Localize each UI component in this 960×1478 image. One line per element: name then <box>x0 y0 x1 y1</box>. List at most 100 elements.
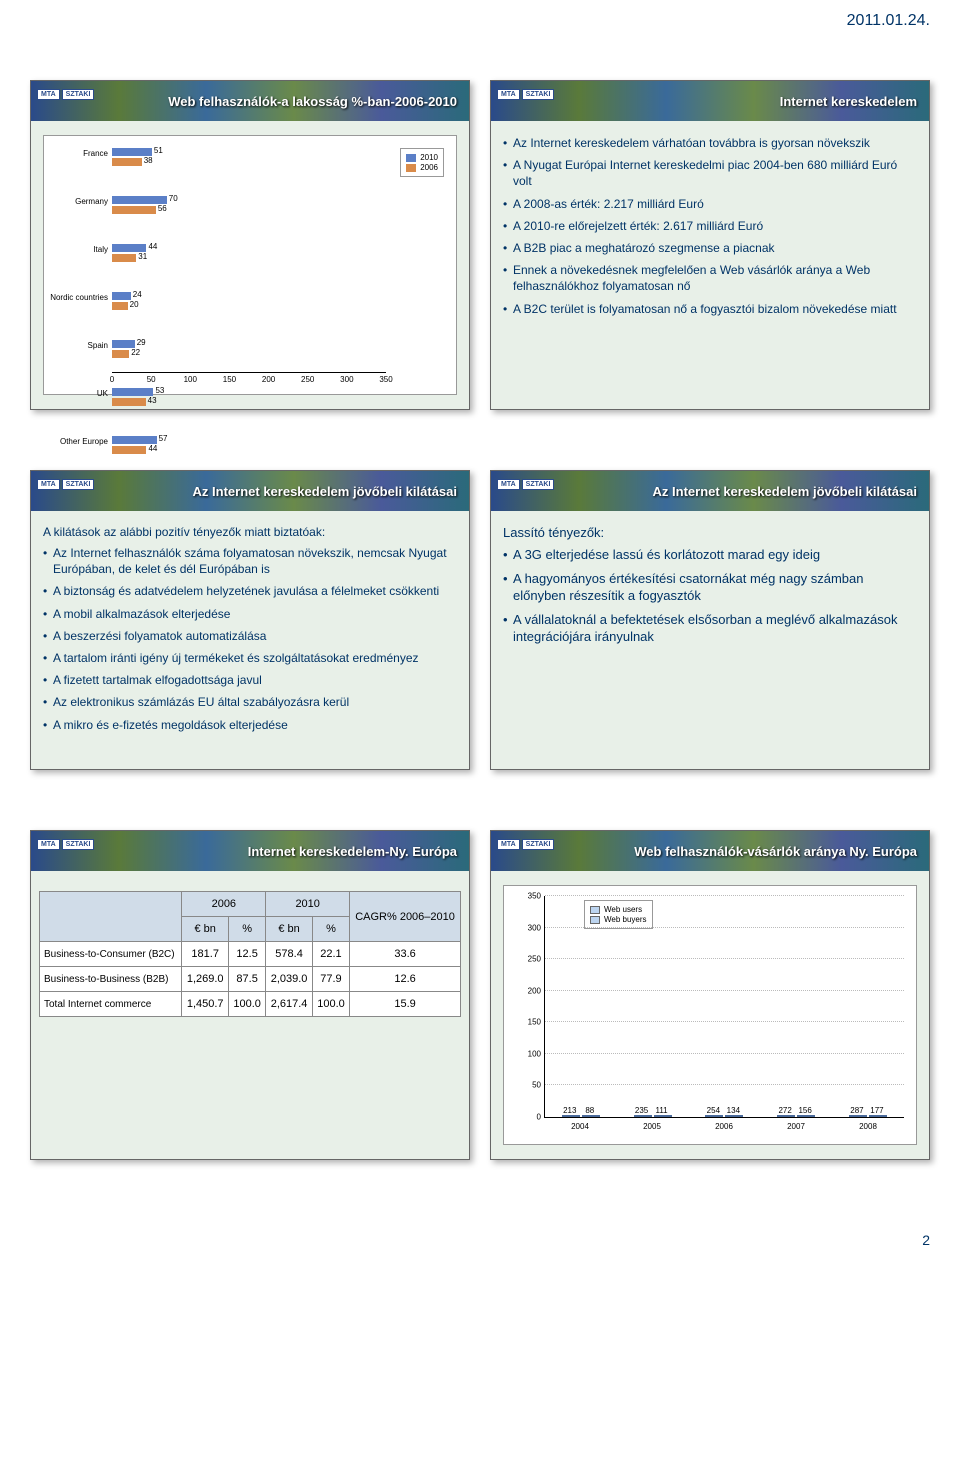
bar-users <box>634 1115 652 1117</box>
logo-sztaki: SZTAKI <box>62 89 95 100</box>
value-label: 44 <box>148 444 157 453</box>
x-tick: 2004 <box>571 1122 589 1131</box>
x-tick: 200 <box>262 375 275 384</box>
commerce-table: 20062010CAGR% 2006–2010€ bn%€ bn%Busines… <box>39 891 461 1017</box>
slide-title-bar: MTA SZTAKI Web felhasználók-vásárlók ará… <box>491 831 929 871</box>
data-cell: 1,450.7 <box>182 992 229 1017</box>
slide-users-buyers-chart: MTA SZTAKI Web felhasználók-vásárlók ará… <box>490 830 930 1160</box>
category-label: Germany <box>50 198 108 207</box>
slide-commerce-table: MTA SZTAKI Internet kereskedelem-Ny. Eur… <box>30 830 470 1160</box>
bar-2010 <box>112 340 135 348</box>
slide-outlook-positive: MTA SZTAKI Az Internet kereskedelem jövő… <box>30 470 470 770</box>
hbar-chart: 2010 2006 France5138Germany7056Italy4431… <box>43 135 457 395</box>
slide-row-2: MTA SZTAKI Az Internet kereskedelem jövő… <box>0 470 960 770</box>
category-label: France <box>50 150 108 159</box>
bar-2010 <box>112 148 152 156</box>
value-label: 43 <box>148 396 157 405</box>
legend-2010: 2010 <box>420 153 438 162</box>
data-cell: 1,269.0 <box>182 967 229 992</box>
data-cell: 15.9 <box>350 992 461 1017</box>
logo-mta: MTA <box>497 839 520 850</box>
hbar-row: Other Europe5744 <box>112 434 386 458</box>
slide-title-bar: MTA SZTAKI Internet kereskedelem-Ny. Eur… <box>31 831 469 871</box>
value-label: 44 <box>148 242 157 251</box>
slide-internet-commerce: MTA SZTAKI Internet kereskedelem Az Inte… <box>490 80 930 410</box>
data-cell: 77.9 <box>312 967 349 992</box>
x-tick: 0 <box>110 375 114 384</box>
value-label: 254 <box>703 1106 723 1115</box>
bar-buyers <box>869 1115 887 1117</box>
bullet-item: A B2B piac a meghatározó szegmense a pia… <box>503 240 917 256</box>
logo-sztaki: SZTAKI <box>522 479 555 490</box>
bar-2006 <box>112 206 156 214</box>
data-cell: 2,039.0 <box>266 967 313 992</box>
data-cell: 578.4 <box>266 942 313 967</box>
slide-title: Web felhasználók-a lakosság %-ban-2006-2… <box>168 94 457 109</box>
bar-2006 <box>112 350 129 358</box>
y-tick: 300 <box>515 923 541 932</box>
bullet-list: A 3G elterjedése lassú és korlátozott ma… <box>503 546 917 646</box>
slide-body: Az Internet kereskedelem várhatóan továb… <box>491 121 929 337</box>
value-label: 235 <box>632 1106 652 1115</box>
value-label: 56 <box>158 204 167 213</box>
gridline <box>545 895 904 896</box>
slide-title: Internet kereskedelem-Ny. Európa <box>248 844 457 859</box>
bullet-item: A fizetett tartalmak elfogadottsága javu… <box>43 672 457 688</box>
slide-body: Web users Web buyers 0501001502002503003… <box>491 871 929 1159</box>
bar-buyers <box>582 1115 600 1117</box>
bullet-item: Az Internet felhasználók száma folyamato… <box>43 545 457 577</box>
row-label-cell: Business-to-Business (B2B) <box>40 967 182 992</box>
gridline <box>545 927 904 928</box>
x-tick: 100 <box>184 375 197 384</box>
value-label: 70 <box>169 194 178 203</box>
slide-title-bar: MTA SZTAKI Web felhasználók-a lakosság %… <box>31 81 469 121</box>
value-label: 22 <box>131 348 140 357</box>
bar-2006 <box>112 446 146 454</box>
slide-body: Lassító tényezők: A 3G elterjedése lassú… <box>491 511 929 666</box>
header-cell <box>40 892 182 942</box>
slide-body: 20062010CAGR% 2006–2010€ bn%€ bn%Busines… <box>31 871 469 1037</box>
slide-title: Az Internet kereskedelem jövőbeli kilátá… <box>193 484 457 499</box>
data-cell: 12.5 <box>229 942 266 967</box>
gridline <box>545 1053 904 1054</box>
page-number: 2 <box>922 1232 930 1248</box>
slide-title-bar: MTA SZTAKI Internet kereskedelem <box>491 81 929 121</box>
slide-title: Az Internet kereskedelem jövőbeli kilátá… <box>653 484 917 499</box>
data-cell: 33.6 <box>350 942 461 967</box>
value-label: 24 <box>133 290 142 299</box>
bullet-item: A tartalom iránti igény új termékeket és… <box>43 650 457 666</box>
x-tick: 300 <box>340 375 353 384</box>
table-row: Business-to-Business (B2B)1,269.087.52,0… <box>40 967 461 992</box>
bar-users <box>849 1115 867 1117</box>
bar-2006 <box>112 302 128 310</box>
logo-badge: MTA SZTAKI <box>497 479 554 490</box>
header-cell: CAGR% 2006–2010 <box>350 892 461 942</box>
gridline <box>545 958 904 959</box>
data-cell: 2,617.4 <box>266 992 313 1017</box>
x-tick: 350 <box>379 375 392 384</box>
bullet-item: Ennek a növekedésnek megfelelően a Web v… <box>503 262 917 294</box>
logo-sztaki: SZTAKI <box>62 839 95 850</box>
value-label: 20 <box>130 300 139 309</box>
value-label: 29 <box>137 338 146 347</box>
bullet-item: Az Internet kereskedelem várhatóan továb… <box>503 135 917 151</box>
bar-users <box>705 1115 723 1117</box>
y-tick: 200 <box>515 986 541 995</box>
logo-badge: MTA SZTAKI <box>497 89 554 100</box>
value-label: 213 <box>560 1106 580 1115</box>
logo-sztaki: SZTAKI <box>62 479 95 490</box>
bullet-item: A mobil alkalmazások elterjedése <box>43 606 457 622</box>
header-cell: 2006 <box>182 892 266 917</box>
bullet-item: A Nyugat Európai Internet kereskedelmi p… <box>503 157 917 189</box>
y-tick: 350 <box>515 892 541 901</box>
bar-2010 <box>112 292 131 300</box>
bullet-item: A beszerzési folyamatok automatizálása <box>43 628 457 644</box>
hbar-row: Spain2922 <box>112 338 386 362</box>
data-cell: 87.5 <box>229 967 266 992</box>
data-cell: 22.1 <box>312 942 349 967</box>
x-tick: 2008 <box>859 1122 877 1131</box>
bar-users <box>777 1115 795 1117</box>
logo-sztaki: SZTAKI <box>522 839 555 850</box>
category-label: Nordic countries <box>50 294 108 303</box>
bar-2010 <box>112 436 157 444</box>
